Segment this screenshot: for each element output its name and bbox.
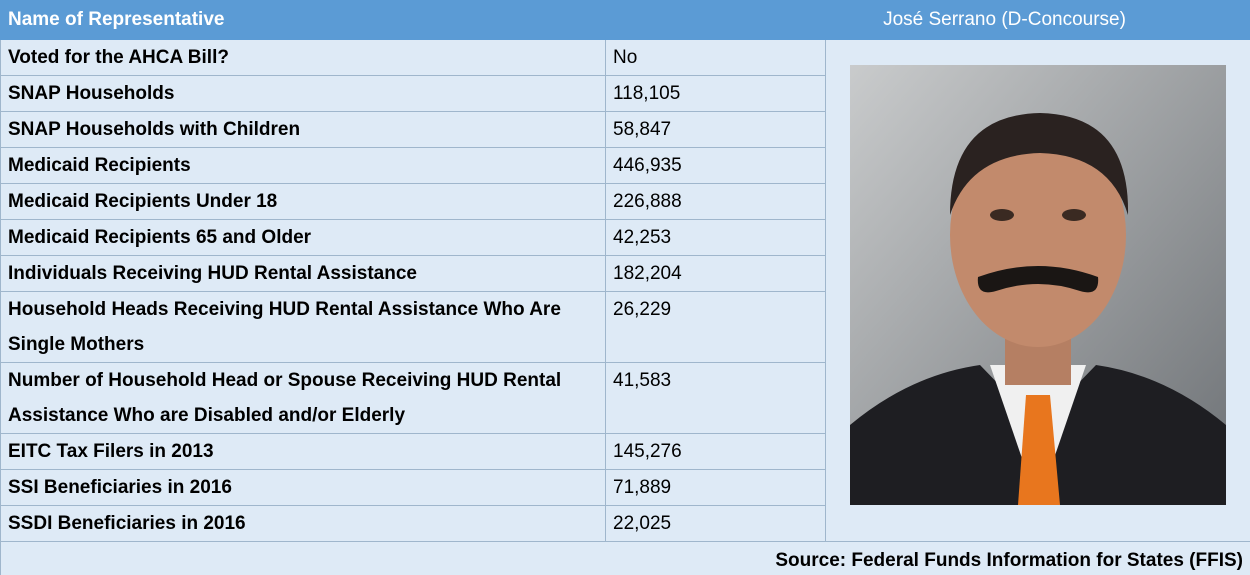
row-value: 71,889	[606, 470, 826, 506]
row-label: Household Heads Receiving HUD Rental Ass…	[1, 292, 606, 363]
row-label: Medicaid Recipients 65 and Older	[1, 220, 606, 256]
row-value: 22,025	[606, 506, 826, 542]
page: {"header": {"label": "Name of Representa…	[0, 0, 1250, 575]
row-value: 145,276	[606, 434, 826, 470]
row-value: 42,253	[606, 220, 826, 256]
row-value: 118,105	[606, 76, 826, 112]
row-label: SSI Beneficiaries in 2016	[1, 470, 606, 506]
representative-table: Name of Representative José Serrano (D-C…	[0, 0, 1250, 575]
photo-cell	[826, 40, 1250, 542]
source-note: Source: Federal Funds Information for St…	[1, 542, 1250, 575]
row-label: SSDI Beneficiaries in 2016	[1, 506, 606, 542]
row-label: Number of Household Head or Spouse Recei…	[1, 363, 606, 434]
source-row: Source: Federal Funds Information for St…	[1, 542, 1250, 575]
row-value: 182,204	[606, 256, 826, 292]
row-label: Voted for the AHCA Bill?	[1, 40, 606, 76]
row-label: EITC Tax Filers in 2013	[1, 434, 606, 470]
row-value: No	[606, 40, 826, 76]
row-value: 41,583	[606, 363, 826, 434]
header-row: Name of Representative José Serrano (D-C…	[1, 1, 1250, 40]
row-value: 446,935	[606, 148, 826, 184]
portrait	[850, 65, 1226, 505]
row-value: 226,888	[606, 184, 826, 220]
header-value: José Serrano (D-Concourse)	[606, 1, 1250, 40]
row-value: 58,847	[606, 112, 826, 148]
row-value: 26,229	[606, 292, 826, 363]
row-label: Medicaid Recipients	[1, 148, 606, 184]
row-label: Medicaid Recipients Under 18	[1, 184, 606, 220]
row-label: SNAP Households with Children	[1, 112, 606, 148]
data-row: Voted for the AHCA Bill?No	[1, 40, 1250, 76]
row-label: SNAP Households	[1, 76, 606, 112]
row-label: Individuals Receiving HUD Rental Assista…	[1, 256, 606, 292]
header-label: Name of Representative	[1, 1, 606, 40]
